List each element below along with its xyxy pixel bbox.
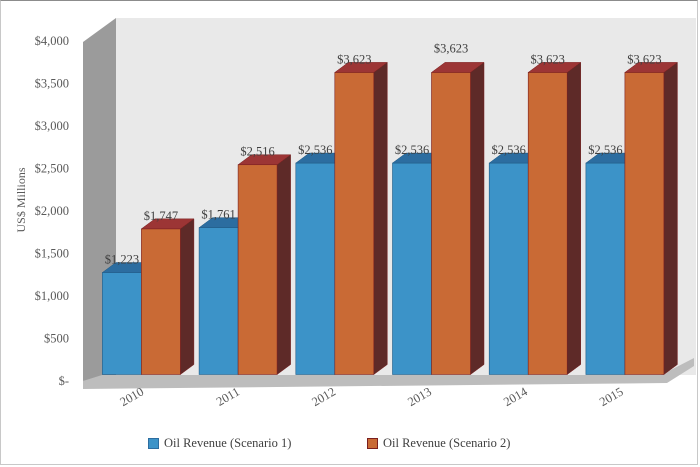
svg-text:2011: 2011 bbox=[214, 384, 242, 408]
svg-text:US$ Millions: US$ Millions bbox=[14, 167, 28, 232]
svg-text:2015: 2015 bbox=[597, 384, 626, 409]
svg-text:$2,500: $2,500 bbox=[35, 162, 69, 176]
svg-text:2013: 2013 bbox=[405, 384, 434, 409]
svg-text:$3,623: $3,623 bbox=[531, 52, 565, 66]
svg-text:$2,516: $2,516 bbox=[240, 145, 274, 159]
svg-text:$2,536: $2,536 bbox=[395, 143, 429, 157]
svg-text:$3,623: $3,623 bbox=[627, 52, 661, 66]
svg-text:$1,747: $1,747 bbox=[144, 209, 178, 223]
svg-text:$1,000: $1,000 bbox=[35, 289, 69, 303]
svg-text:$-: $- bbox=[59, 374, 69, 388]
svg-text:2014: 2014 bbox=[501, 384, 530, 409]
svg-text:$3,623: $3,623 bbox=[337, 52, 371, 66]
svg-text:2012: 2012 bbox=[309, 384, 338, 409]
svg-text:$1,761: $1,761 bbox=[201, 208, 235, 222]
svg-text:$4,000: $4,000 bbox=[35, 34, 69, 48]
svg-text:$2,000: $2,000 bbox=[35, 204, 69, 218]
svg-text:$1,223: $1,223 bbox=[105, 253, 139, 267]
svg-text:$2,536: $2,536 bbox=[588, 143, 622, 157]
svg-text:$3,000: $3,000 bbox=[35, 119, 69, 133]
svg-text:$2,536: $2,536 bbox=[298, 143, 332, 157]
svg-text:$2,536: $2,536 bbox=[492, 143, 526, 157]
svg-text:$3,623: $3,623 bbox=[434, 41, 468, 55]
svg-text:$500: $500 bbox=[44, 332, 69, 346]
svg-text:$3,500: $3,500 bbox=[35, 77, 69, 91]
svg-text:$1,500: $1,500 bbox=[35, 247, 69, 261]
